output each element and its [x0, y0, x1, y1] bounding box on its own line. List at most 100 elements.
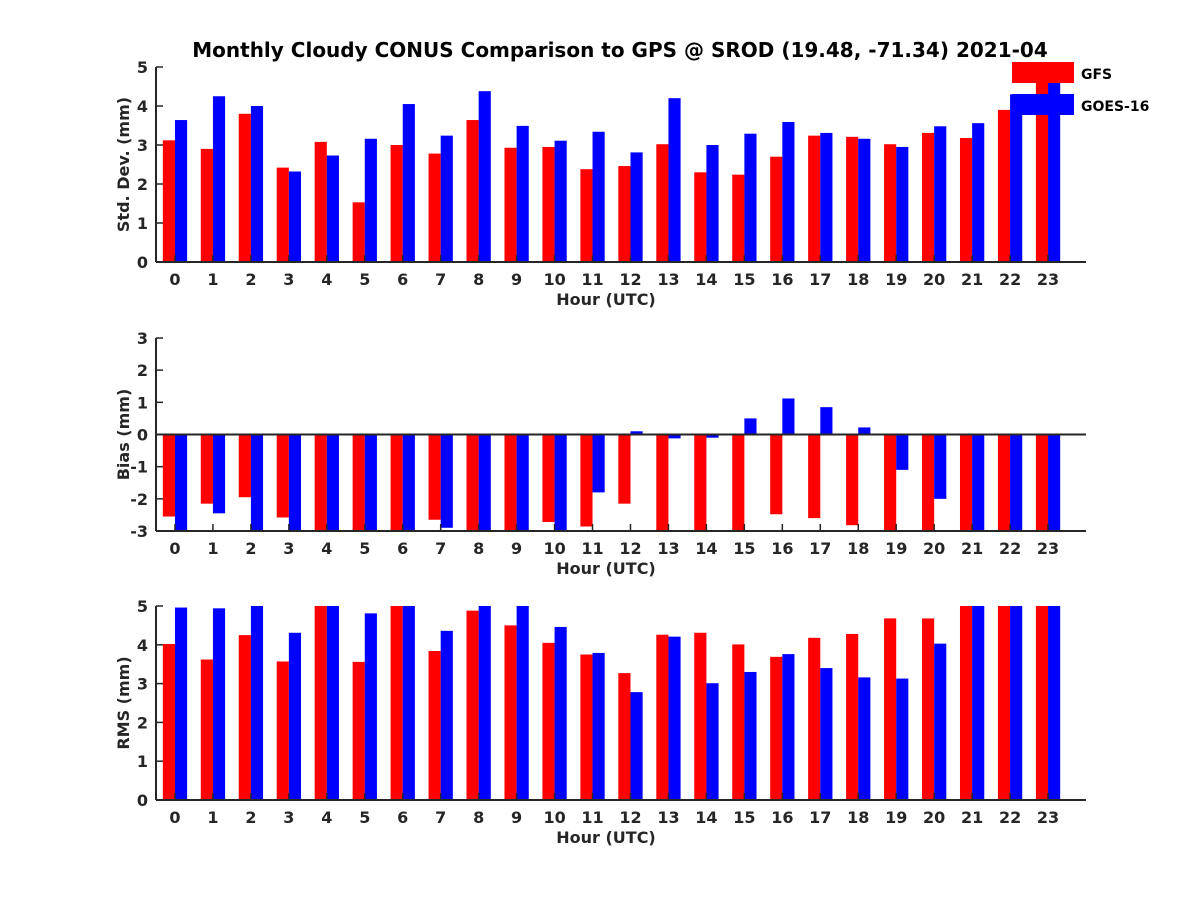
x-tick-label: 17	[809, 539, 831, 558]
bar-bias-goes16	[972, 434, 985, 531]
bar-rms-goes16	[782, 654, 795, 800]
bar-bias-gfs	[618, 434, 631, 504]
bar-bias-gfs	[238, 434, 251, 498]
bar-stddev-goes16	[440, 135, 453, 262]
bar-rms-goes16	[972, 606, 985, 800]
x-tick-label: 5	[359, 270, 370, 289]
bar-rms-goes16	[440, 630, 453, 800]
bar-bias-gfs	[466, 434, 479, 531]
bar-stddev-gfs	[200, 148, 213, 262]
x-tick-label: 18	[847, 539, 869, 558]
bar-bias-goes16	[364, 434, 377, 531]
bar-bias-goes16	[478, 434, 491, 531]
bar-rms-gfs	[846, 633, 859, 800]
bar-stddev-goes16	[174, 120, 188, 262]
bar-bias-goes16	[516, 434, 529, 531]
x-tick-label: 9	[511, 539, 522, 558]
bar-stddev-goes16	[706, 145, 719, 262]
bar-stddev-gfs	[959, 137, 973, 262]
bar-bias-goes16	[402, 434, 415, 531]
bar-rms-goes16	[592, 652, 605, 800]
bar-bias-goes16	[440, 434, 453, 528]
bar-stddev-goes16	[1010, 94, 1023, 262]
x-tick-label: 7	[435, 539, 446, 558]
bar-rms-gfs	[808, 637, 821, 800]
bar-bias-goes16	[744, 418, 757, 435]
bar-stddev-goes16	[326, 155, 339, 262]
bar-rms-gfs	[504, 625, 517, 800]
bar-rms-gfs	[732, 644, 745, 800]
bar-rms-gfs	[238, 635, 251, 800]
bar-stddev-goes16	[478, 91, 491, 263]
bar-rms-goes16	[1010, 606, 1023, 800]
bar-bias-goes16	[896, 434, 909, 470]
x-tick-label: 8	[473, 808, 484, 827]
bar-bias-goes16	[820, 407, 833, 435]
x-tick-label: 22	[999, 808, 1021, 827]
y-tick-label: 4	[137, 636, 148, 655]
bar-bias-goes16	[250, 434, 264, 531]
y-tick-label: 0	[137, 253, 148, 272]
bar-stddev-gfs	[770, 156, 783, 262]
x-tick-label: 21	[961, 808, 983, 827]
x-tick-label: 3	[283, 808, 294, 827]
bar-rms-goes16	[478, 606, 491, 800]
bar-stddev-goes16	[250, 106, 264, 262]
legend-label-gfs: GFS	[1081, 67, 1112, 83]
bar-stddev-gfs	[352, 202, 365, 262]
bar-stddev-gfs	[656, 144, 669, 262]
bar-rms-goes16	[554, 626, 567, 800]
bar-bias-goes16	[630, 431, 643, 435]
bar-stddev-gfs	[1035, 78, 1049, 262]
bar-rms-goes16	[402, 606, 415, 800]
bar-stddev-goes16	[364, 138, 377, 262]
bar-bias-gfs	[694, 434, 707, 531]
x-tick-label: 4	[321, 270, 332, 289]
y-axis-title: Bias (mm)	[114, 389, 133, 481]
x-tick-label: 14	[695, 270, 717, 289]
bar-stddev-goes16	[630, 152, 643, 262]
bar-stddev-gfs	[428, 153, 441, 262]
x-tick-label: 6	[397, 539, 408, 558]
x-tick-label: 17	[809, 270, 831, 289]
bar-rms-gfs	[1035, 606, 1049, 800]
x-tick-label: 10	[543, 270, 565, 289]
y-tick-label: -1	[130, 458, 148, 477]
bar-rms-goes16	[250, 606, 264, 800]
x-tick-label: 23	[1037, 539, 1059, 558]
bar-rms-gfs	[656, 634, 669, 800]
bar-bias-gfs	[808, 434, 821, 519]
bar-bias-gfs	[846, 434, 859, 526]
bar-bias-gfs	[542, 434, 555, 522]
y-tick-label: 3	[137, 136, 148, 155]
bar-rms-gfs	[162, 644, 175, 800]
x-tick-label: 1	[207, 539, 218, 558]
bar-bias-gfs	[352, 434, 365, 531]
x-tick-label: 17	[809, 808, 831, 827]
x-tick-label: 0	[169, 808, 180, 827]
x-tick-label: 14	[695, 808, 717, 827]
bar-rms-goes16	[1048, 606, 1061, 800]
x-tick-label: 11	[581, 808, 603, 827]
bar-rms-gfs	[580, 654, 593, 800]
bar-bias-gfs	[959, 434, 973, 531]
bar-bias-goes16	[212, 434, 226, 514]
bar-stddev-goes16	[554, 140, 567, 262]
y-tick-label: 0	[137, 426, 148, 445]
bar-rms-goes16	[288, 632, 302, 800]
y-tick-label: 2	[137, 713, 148, 732]
bar-stddev-gfs	[162, 140, 175, 262]
bar-bias-gfs	[732, 434, 745, 531]
bar-stddev-gfs	[846, 136, 859, 262]
y-axis-title: Std. Dev. (mm)	[114, 97, 133, 232]
bar-bias-gfs	[884, 434, 897, 531]
bar-stddev-goes16	[516, 125, 529, 262]
x-tick-label: 9	[511, 270, 522, 289]
bar-bias-goes16	[934, 434, 947, 499]
figure-title: Monthly Cloudy CONUS Comparison to GPS @…	[192, 38, 1048, 62]
bar-rms-goes16	[516, 606, 529, 800]
x-tick-label: 22	[999, 539, 1021, 558]
